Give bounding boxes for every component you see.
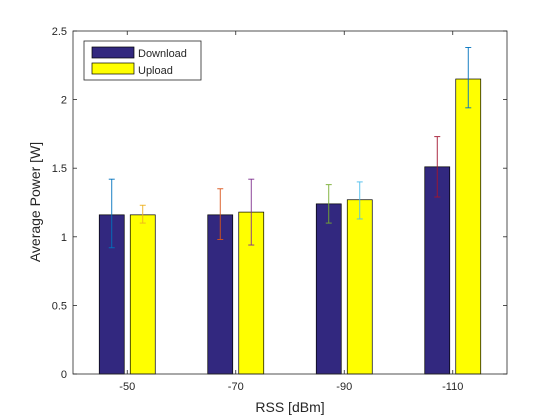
x-tick-label: -90 [336, 381, 352, 393]
bar-download-3 [424, 166, 451, 375]
bar-upload-3 [455, 78, 482, 375]
y-tick-label: 2 [61, 95, 67, 107]
x-axis: -50 -70 -90 -110 [119, 31, 463, 393]
x-tick-label: -50 [119, 381, 135, 393]
x-tick-label: -110 [442, 381, 463, 393]
y-tick-label: 0.5 [52, 300, 67, 312]
errorbar-download-0 [108, 178, 115, 249]
errorbar-download-3 [434, 136, 441, 198]
errorbar-download-2 [325, 184, 332, 224]
errorbars-layer [108, 47, 472, 249]
x-axis-label: RSS [dBm] [255, 399, 324, 415]
errorbar-upload-2 [356, 181, 363, 220]
legend-label-download: Download [138, 48, 187, 60]
errorbar-upload-1 [248, 178, 255, 246]
errorbar-download-1 [217, 188, 224, 240]
legend-swatch-upload [91, 62, 135, 75]
plot-frame [72, 30, 508, 375]
bar-upload-0 [129, 214, 156, 375]
bar-upload-2 [346, 199, 373, 375]
bars-layer [98, 78, 482, 375]
x-tick-label: -70 [228, 381, 244, 393]
errorbar-upload-3 [465, 47, 472, 109]
legend-swatch-download [91, 46, 135, 59]
y-axis-label: Average Power [W] [27, 142, 43, 262]
y-tick-label: 1 [61, 232, 67, 244]
y-tick-label: 0 [61, 369, 67, 381]
bar-download-2 [315, 203, 342, 375]
y-axis: 0 0.5 1 1.5 2 2.5 [52, 26, 507, 381]
y-tick-label: 2.5 [52, 26, 67, 38]
legend-label-upload: Upload [138, 65, 173, 77]
y-tick-label: 1.5 [52, 163, 67, 175]
legend: Download Upload [83, 40, 202, 81]
errorbar-upload-0 [139, 204, 146, 224]
